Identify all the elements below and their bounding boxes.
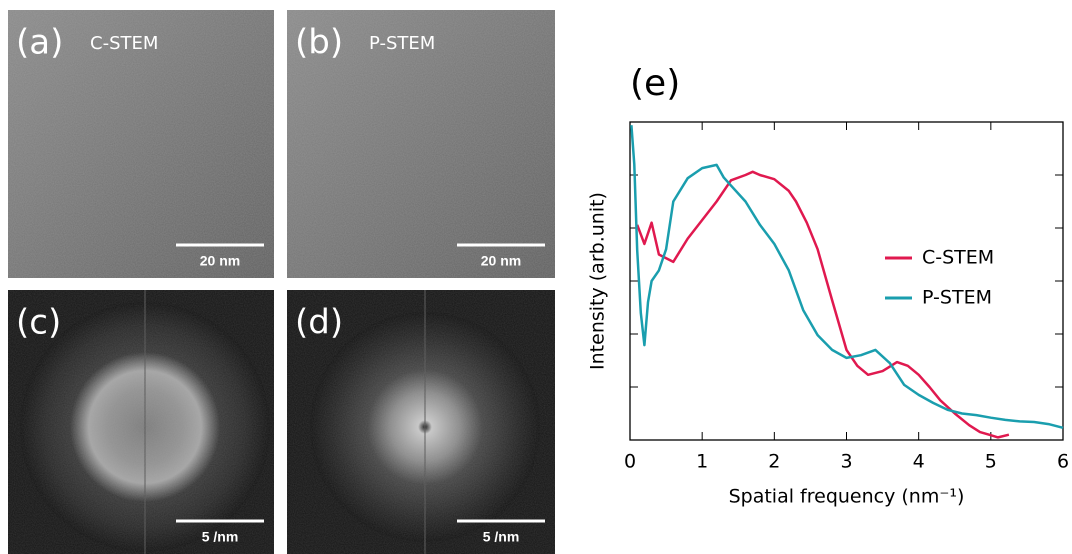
image-panel: (b) P-STEM 20 nm [287, 10, 555, 278]
y-axis-label: Intensity (arb.unit) [587, 192, 609, 370]
x-axis-label: Spatial frequency (nm⁻¹) [729, 486, 965, 508]
x-tick-label: 1 [696, 451, 708, 473]
panel-label: (b) [295, 23, 343, 63]
scale-bar-label: 20 nm [481, 253, 521, 269]
legend-label: C-STEM [922, 247, 994, 269]
scale-bar-label: 5 /nm [483, 529, 520, 545]
image-panel: (c) 5 /nm [8, 290, 274, 554]
plot-frame [629, 121, 1064, 441]
panel-label: (a) [16, 23, 63, 63]
x-tick-label: 2 [768, 451, 780, 473]
noise [287, 290, 555, 554]
noise [287, 10, 555, 278]
image-panel: (d) 5 /nm [287, 290, 555, 554]
panel-title: C-STEM [90, 33, 158, 54]
chart-label: (e) [630, 63, 680, 104]
noise [8, 10, 274, 278]
series-line [636, 170, 1010, 439]
scale-bar-label: 5 /nm [202, 529, 239, 545]
panel-title: P-STEM [369, 33, 435, 54]
x-tick-label: 6 [1057, 451, 1069, 473]
panel-label: (d) [295, 303, 343, 343]
image-panel: (a) C-STEM 20 nm [8, 10, 274, 278]
x-tick-label: 0 [624, 451, 636, 473]
noise [8, 290, 274, 554]
x-tick-label: 4 [913, 451, 925, 473]
scale-bar-label: 20 nm [200, 253, 240, 269]
x-tick-label: 3 [840, 451, 852, 473]
panel-label: (c) [16, 303, 61, 343]
series-line [630, 125, 1064, 430]
x-tick-label: 5 [985, 451, 997, 473]
legend-label: P-STEM [922, 287, 992, 309]
